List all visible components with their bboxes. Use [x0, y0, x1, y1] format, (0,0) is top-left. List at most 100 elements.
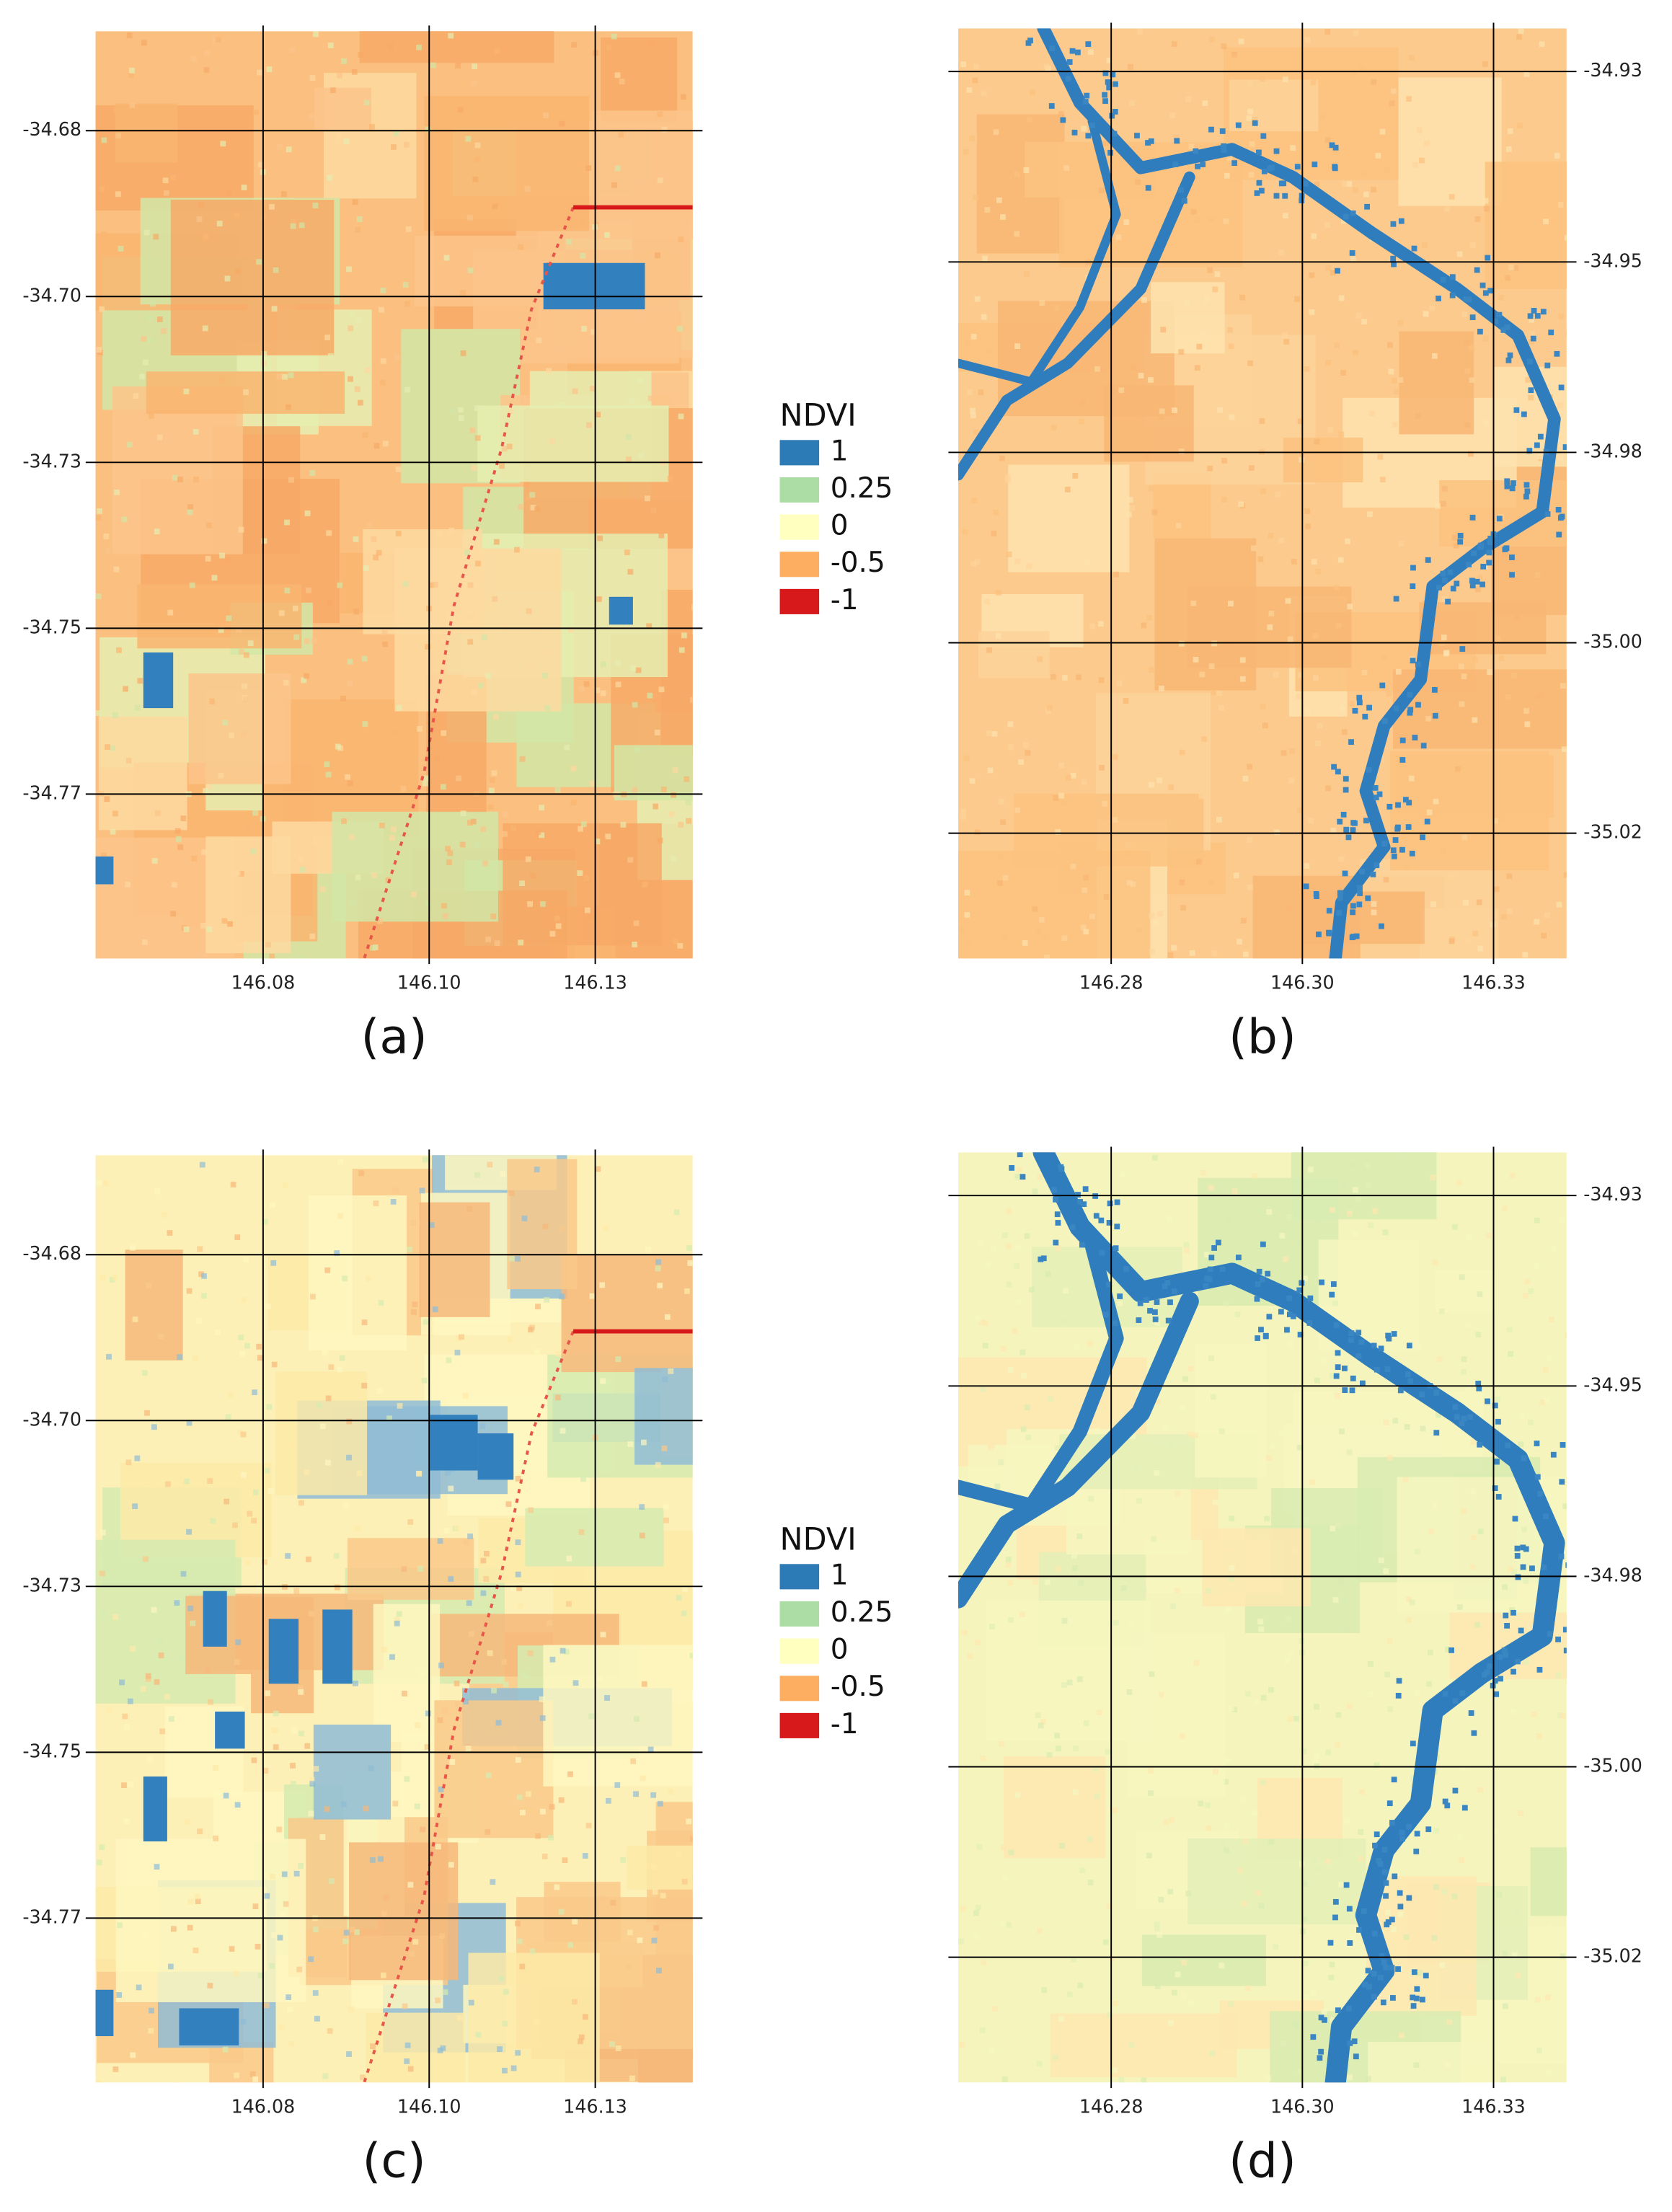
raster-pixel [291, 1781, 296, 1787]
water-pixel [1436, 296, 1441, 301]
raster-pixel [1260, 1779, 1267, 1786]
raster-pixel [999, 455, 1005, 461]
water-pixel [1282, 193, 1288, 199]
raster-pixel [312, 203, 319, 208]
raster-pixel [1367, 1691, 1374, 1697]
raster-pixel [1565, 1332, 1567, 1338]
raster-pixel [963, 755, 970, 761]
water-pixel [1407, 707, 1414, 713]
raster-pixel [490, 1879, 496, 1885]
raster-pixel [1167, 1888, 1174, 1895]
raster-pixel [1549, 2040, 1556, 2047]
water-pixel [1377, 1861, 1384, 1867]
raster-pixel [639, 1504, 645, 1510]
water-pixel [1398, 218, 1405, 224]
water-pixel [1424, 818, 1430, 825]
raster-pixel [1461, 1508, 1467, 1514]
water-pixel [1265, 1270, 1271, 1277]
raster-pixel [1187, 1431, 1193, 1438]
raster-pixel [1294, 296, 1300, 302]
raster-pixel [1006, 1243, 1012, 1249]
water-pixel [1397, 1903, 1404, 1910]
raster-pixel [1012, 1644, 1019, 1650]
raster-pixel [507, 1337, 513, 1343]
raster-pixel [1415, 413, 1421, 420]
raster-pixel [524, 186, 531, 192]
raster-pixel [1187, 2001, 1194, 2007]
water-pixel [1445, 598, 1451, 605]
raster-pixel [160, 328, 167, 334]
raster-pixel [1070, 772, 1076, 779]
raster-pixel [115, 133, 122, 139]
raster-pixel [678, 647, 685, 653]
raster-pixel [1255, 1890, 1262, 1896]
raster-pixel [627, 857, 634, 863]
raster-pixel [1371, 901, 1377, 907]
raster-pixel [660, 787, 667, 792]
raster-pixel [625, 434, 632, 441]
raster-pixel [1047, 705, 1053, 712]
x-tick-label: 146.13 [563, 971, 627, 993]
water-pixel [1347, 2040, 1353, 2046]
raster-pixel [322, 2073, 329, 2079]
water-pixel [1085, 133, 1092, 139]
raster-pixel [229, 1946, 235, 1952]
raster-pixel [981, 1959, 987, 1965]
raster-pixel [1094, 1793, 1100, 1800]
water-pixel [1575, 1514, 1580, 1520]
raster-pixel [1076, 1709, 1082, 1716]
raster-pixel [1136, 1497, 1143, 1504]
raster-pixel [1470, 1488, 1477, 1495]
raster-pixel [585, 1823, 592, 1828]
water-pixel [1410, 1994, 1416, 2001]
raster-pixel [1485, 1233, 1492, 1239]
raster-pixel [1554, 153, 1560, 159]
water-pixel [1167, 1299, 1173, 1306]
raster-pixel [112, 712, 118, 719]
raster-pixel [1508, 1351, 1514, 1357]
raster-pixel [1175, 1971, 1181, 1978]
raster-pixel [247, 640, 254, 647]
raster-pixel [663, 1503, 669, 1510]
raster-pixel [167, 609, 174, 616]
raster-pixel [1220, 1570, 1226, 1576]
raster-pixel [141, 40, 147, 46]
raster-pixel [508, 1255, 515, 1262]
raster-pixel [1178, 640, 1185, 647]
raster-pixel [261, 350, 267, 357]
raster-pixel [1523, 1659, 1529, 1665]
raster-pixel [1464, 368, 1471, 374]
raster-pixel [1288, 1341, 1293, 1348]
raster-pixel [216, 221, 223, 226]
raster-pixel [1531, 1711, 1537, 1717]
raster-pixel [237, 1429, 244, 1435]
raster-pixel [503, 1681, 509, 1688]
water-pixel [1063, 0, 1069, 2]
raster-pixel [1094, 1428, 1101, 1434]
raster-pixel [1386, 1637, 1393, 1644]
raster-pixel [1565, 519, 1567, 526]
raster-pixel [459, 1334, 464, 1340]
raster-pixel [1194, 365, 1200, 371]
raster-pixel [534, 506, 540, 512]
raster-pixel [440, 784, 446, 790]
raster-pixel [184, 1818, 190, 1825]
water-pixel [1306, 1320, 1313, 1326]
raster-field [359, 31, 554, 63]
water-pixel [1390, 221, 1397, 227]
water-pixel [1385, 1919, 1392, 1925]
water-pixel [1469, 583, 1476, 589]
raster-pixel [103, 534, 110, 539]
water-body [95, 1989, 114, 2037]
water-pixel [1048, 103, 1055, 109]
raster-pixel [280, 1911, 286, 1918]
raster-pixel [239, 1350, 245, 1357]
raster-pixel [159, 1728, 165, 1735]
raster-pixel [151, 1607, 157, 1613]
raster-pixel [234, 2072, 240, 2079]
raster-pixel [965, 340, 971, 346]
raster-pixel [1339, 705, 1345, 712]
raster-pixel [1324, 1859, 1331, 1864]
water-pixel [1062, 0, 1068, 2]
raster-pixel [304, 510, 311, 516]
